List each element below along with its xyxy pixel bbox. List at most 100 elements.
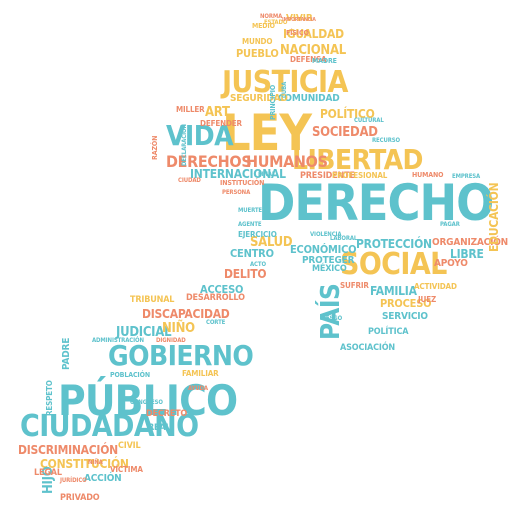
word-32: DELITO <box>224 267 267 281</box>
word-26: MÉXICO <box>312 264 347 274</box>
word-94: MUERTE <box>238 207 262 214</box>
word-8: HUMANOS <box>246 152 328 171</box>
word-41: JUDICIAL <box>116 325 172 340</box>
word-34: DESARROLLO <box>186 293 245 303</box>
word-19: POLÍTICO <box>320 107 375 121</box>
word-57: PROFESIONAL <box>332 171 388 180</box>
word-44: DISCRIMINACIÓN <box>18 443 118 457</box>
word-83: ADMINISTRACIÓN <box>92 337 144 344</box>
word-93: FINAL <box>258 171 276 178</box>
word-87: AGENTE <box>238 221 262 228</box>
word-78: FÍSICO <box>286 29 309 37</box>
word-25: PROTEGER <box>302 255 355 266</box>
word-73: RECURSO <box>372 137 400 144</box>
word-2: SOCIAL <box>340 247 447 282</box>
word-7: DERECHOS <box>166 152 252 171</box>
word-72: CULTURAL <box>354 117 384 124</box>
word-22: ART <box>205 105 230 120</box>
word-71: PERSONA <box>222 189 251 196</box>
word-37: SERVICIO <box>382 311 428 322</box>
word-23: PROTECCIÓN <box>356 237 432 251</box>
word-98: NORMA <box>260 13 283 20</box>
word-16: VIVIR <box>286 13 313 24</box>
word-21: SEGURIDAD <box>230 93 288 104</box>
word-11: CIUDADANO <box>20 409 199 444</box>
word-6: LIBERTAD <box>292 143 423 176</box>
word-36: PROCESO <box>380 297 432 310</box>
word-24: ECONÓMICO <box>290 243 357 256</box>
word-81: AYUDA <box>188 385 208 392</box>
word-39: ASOCIACIÓN <box>340 343 396 353</box>
word-30: SALUD <box>250 235 293 250</box>
word-5: VIDA <box>166 119 234 152</box>
word-53: PADRE <box>61 337 72 370</box>
word-14: NACIONAL <box>280 43 346 58</box>
word-84: DIGNIDAD <box>156 337 186 344</box>
word-28: LIBRE <box>450 247 484 261</box>
word-97: ESTADO <box>264 19 288 26</box>
word-27: ORGANIZACIÓN <box>432 237 509 248</box>
word-13: INTERNACIONAL <box>190 167 286 181</box>
word-66: SUFRIR <box>340 281 369 290</box>
word-33: ACCESO <box>200 283 244 296</box>
word-69: POBLACIÓN <box>110 371 150 379</box>
word-51: REAL <box>148 423 171 433</box>
word-65: JUEZ <box>418 295 437 304</box>
word-58: HUMANO <box>412 171 444 179</box>
word-91: PAGAR <box>440 221 460 228</box>
word-80: CUBA <box>281 81 288 98</box>
word-43: CONSTITUCIÓN <box>40 457 129 471</box>
word-68: FAMILIAR <box>182 369 219 378</box>
word-47: ACCIÓN <box>84 473 122 484</box>
word-61: MUNDO <box>242 37 273 46</box>
word-12: PAÍS <box>316 283 346 340</box>
word-48: PRIVADO <box>60 493 100 503</box>
word-54: RESPETO <box>45 380 54 416</box>
word-100: IMPORTANCIA <box>282 17 316 23</box>
word-38: POLÍTICA <box>368 327 409 337</box>
word-86: CIUDAD <box>178 177 201 184</box>
word-59: DEFENDER <box>200 119 242 128</box>
word-60: MILLER <box>176 105 205 114</box>
word-20: COMUNIDAD <box>278 93 340 104</box>
word-10: GOBIERNO <box>108 339 254 372</box>
word-35: FAMILIA <box>370 284 417 298</box>
word-15: IGUALDAD <box>283 27 344 41</box>
word-96: CORTE <box>206 319 226 326</box>
word-9: PÚBLICO <box>58 376 238 425</box>
word-99: RAZÓN <box>151 135 159 160</box>
word-31: CENTRO <box>230 247 274 260</box>
word-85: JURÍDICO <box>60 477 87 484</box>
word-4: JUSTICIA <box>222 65 348 100</box>
word-92: LABORAL <box>330 235 358 242</box>
word-82: CONGRESO <box>130 399 163 406</box>
word-50: DECRETO <box>146 409 188 419</box>
word-76: MEDIO <box>252 22 275 30</box>
word-1: DERECHO <box>258 174 494 232</box>
word-74: EMPRESA <box>452 173 481 180</box>
word-95: ACTO <box>250 261 266 268</box>
word-17: PUEBLO <box>236 47 279 60</box>
word-89: CALLE <box>396 213 415 220</box>
word-40: DISCAPACIDAD <box>142 307 230 321</box>
word-90: RIESGO <box>320 315 343 322</box>
word-101: DECLARACIÓN <box>181 124 188 166</box>
word-29: APOYO <box>434 258 468 269</box>
word-46: LEGAL <box>34 468 62 478</box>
word-62: DEFENSA <box>290 55 327 64</box>
word-70: INSTITUCIÓN <box>220 179 265 187</box>
word-88: NIÑA <box>88 459 103 466</box>
word-18: SOCIEDAD <box>312 125 378 140</box>
word-42: NIÑO <box>162 321 195 336</box>
word-79: PRINCIPIO <box>269 84 277 120</box>
word-55: TRIBUNAL <box>130 295 175 305</box>
word-67: VÍCTIMA <box>110 465 143 474</box>
word-52: CIVIL <box>118 441 141 451</box>
word-3: LEY <box>222 104 312 162</box>
word-75: VIOLENCIA <box>310 231 342 238</box>
word-63: EJERCICIO <box>238 230 277 239</box>
word-56: PRESIDENTE <box>300 171 355 181</box>
word-49: EDUCACIÓN <box>487 182 501 252</box>
word-77: MADRE <box>312 57 337 65</box>
